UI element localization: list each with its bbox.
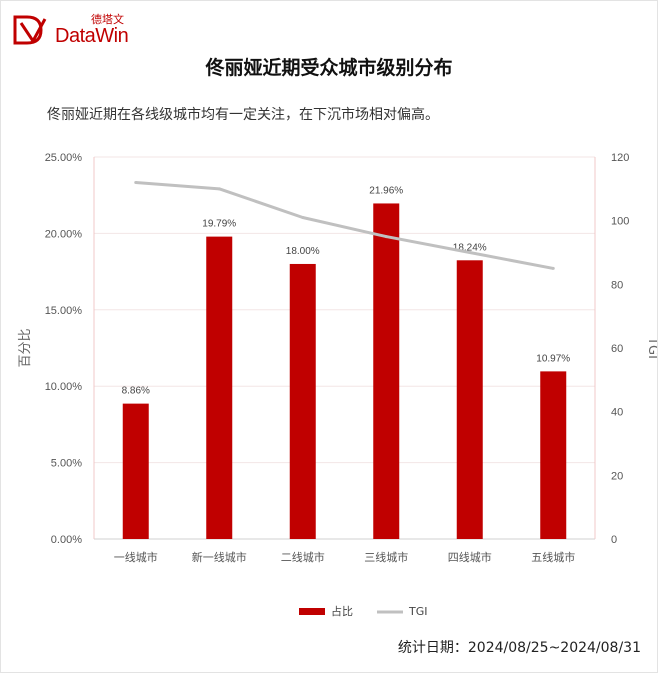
bar-data-label: 18.24% (453, 242, 487, 253)
bar (540, 371, 567, 539)
bar (373, 203, 400, 539)
bar (289, 263, 316, 539)
stat-date: 统计日期：2024/08/25~2024/08/31 (397, 640, 641, 656)
category-label: 五线城市 (531, 550, 575, 564)
left-axis-ticks: 0.00% 5.00% 10.00% 15.00% 20.00% 25.00% (45, 152, 83, 546)
bar-data-label: 8.86% (122, 386, 150, 397)
y2-tick-label: 0 (611, 534, 617, 546)
category-label: 一线城市 (114, 550, 158, 564)
bar-data-labels: 8.86% 19.79% 18.00% 21.96% 18.24% 10.97% (122, 185, 571, 396)
right-axis-ticks: 0 20 40 60 80 100 120 (611, 152, 629, 546)
bar-data-label: 18.00% (286, 246, 320, 257)
category-label: 新一线城市 (192, 550, 247, 564)
y-tick-label: 0.00% (51, 534, 82, 546)
grid-lines (93, 156, 596, 540)
bar (206, 236, 233, 539)
y2-axis-title: TGI (645, 336, 657, 359)
tgi-line (135, 180, 554, 270)
legend-bar-swatch (299, 608, 325, 615)
y-tick-label: 5.00% (51, 458, 82, 470)
category-label: 四线城市 (448, 550, 492, 564)
tgi-point (301, 215, 305, 219)
y-axis-title: 百分比 (18, 328, 33, 367)
bar (456, 260, 483, 539)
tgi-point (217, 187, 221, 191)
legend-bar-label: 占比 (331, 604, 353, 618)
bar-data-label: 21.96% (369, 185, 403, 196)
brand-en: DataWin (55, 25, 129, 47)
y-tick-label: 20.00% (45, 228, 83, 240)
bar-data-label: 19.79% (202, 219, 236, 230)
bar-data-label: 10.97% (536, 353, 570, 364)
legend: 占比 TGI (299, 604, 428, 618)
y2-tick-label: 100 (611, 216, 629, 228)
tgi-series (134, 180, 555, 270)
category-label: 二线城市 (281, 550, 325, 564)
category-label: 三线城市 (364, 550, 408, 564)
brand-cn: 德塔文 (91, 13, 124, 26)
y-tick-label: 10.00% (45, 381, 83, 393)
chart-subtitle: 佟丽娅近期在各线级城市均有一定关注，在下沉市场相对偏高。 (47, 107, 439, 123)
y2-tick-label: 20 (611, 470, 623, 482)
bar-series (122, 203, 567, 539)
y-tick-label: 25.00% (45, 152, 83, 164)
y2-tick-label: 60 (611, 343, 623, 355)
y2-tick-label: 80 (611, 279, 623, 291)
datawin-logo: 德塔文 DataWin (11, 9, 141, 51)
tgi-point (468, 251, 472, 254)
category-labels: 一线城市 新一线城市 二线城市 三线城市 四线城市 五线城市 (114, 550, 576, 564)
y2-tick-label: 40 (611, 407, 623, 419)
bar (122, 403, 149, 539)
tgi-point (551, 266, 555, 270)
y-tick-label: 15.00% (45, 305, 83, 317)
tgi-point (384, 235, 388, 239)
legend-line-label: TGI (408, 605, 428, 618)
y2-tick-label: 120 (611, 152, 629, 164)
datawin-logo-icon (13, 15, 47, 45)
chart-title: 佟丽娅近期受众城市级别分布 (205, 57, 453, 79)
tgi-point (134, 180, 138, 184)
